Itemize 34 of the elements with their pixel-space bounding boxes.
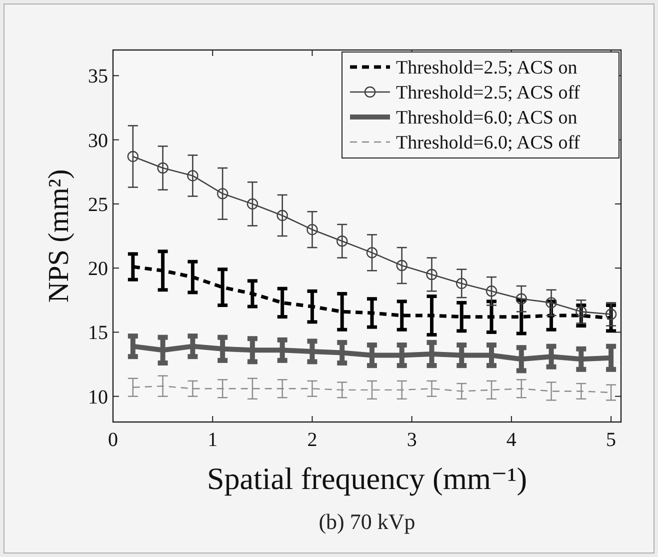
y-tick-label: 35 — [88, 66, 108, 88]
x-tick-label: 2 — [307, 429, 318, 451]
point — [396, 260, 408, 272]
point — [187, 170, 198, 182]
point — [276, 210, 288, 222]
x-tick-label: 4 — [506, 429, 516, 451]
point — [157, 162, 168, 174]
point — [426, 268, 438, 280]
x-tick-label: 0 — [108, 429, 118, 451]
y-tick-label: 30 — [88, 130, 108, 152]
legend-label: Threshold=2.5; ACS off — [396, 82, 581, 104]
y-tick-label: 25 — [88, 194, 108, 216]
x-tick-label: 5 — [606, 429, 616, 451]
point — [605, 308, 617, 320]
point — [246, 198, 258, 210]
y-axis-title: NPS (mm²) — [43, 169, 75, 303]
y-tick-label: 15 — [88, 322, 108, 344]
x-tick-label: 1 — [208, 429, 218, 451]
legend-label: Threshold=6.0; ACS off — [396, 132, 581, 154]
y-tick-label: 10 — [88, 386, 108, 408]
point — [366, 247, 378, 258]
point — [486, 286, 498, 297]
text: (b) 70 kVp — [318, 509, 416, 534]
point — [456, 278, 468, 290]
point — [576, 306, 587, 318]
legend-label: Threshold=6.0; ACS on — [396, 108, 578, 129]
x-axis-title: Spatial frequency (mm⁻¹) — [206, 461, 528, 496]
point — [127, 150, 139, 162]
y-tick-label: 20 — [88, 258, 108, 280]
x-tick-label: 3 — [406, 429, 417, 451]
point — [306, 224, 318, 236]
point — [216, 188, 228, 200]
legend-label: Threshold=2.5; ACS on — [396, 58, 578, 79]
point — [336, 236, 348, 247]
